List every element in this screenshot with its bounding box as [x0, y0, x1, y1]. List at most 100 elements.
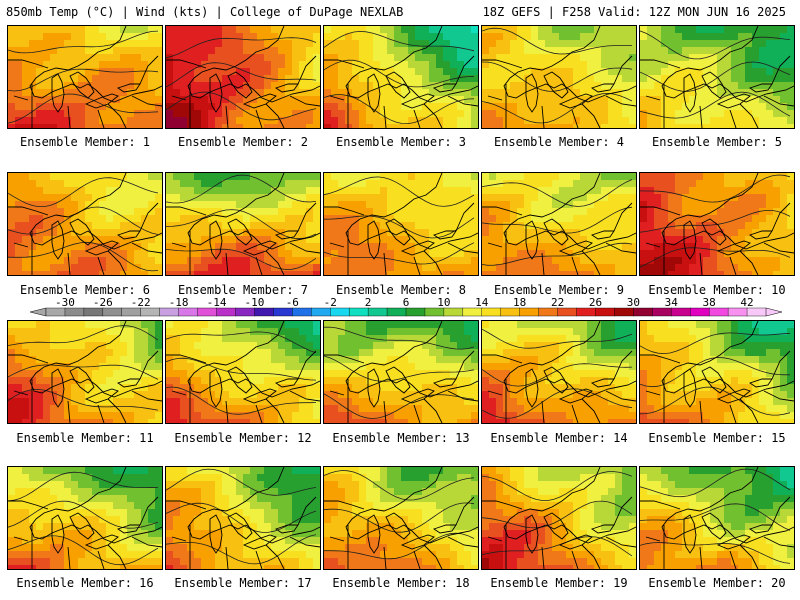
lake-michigan-outline — [367, 220, 381, 260]
colorbar-tick-label: -22 — [131, 296, 151, 309]
lake-michigan-outline — [683, 220, 697, 260]
state-border — [640, 59, 681, 69]
state-border — [139, 496, 159, 526]
temperature-field — [482, 26, 636, 128]
height-contour — [640, 332, 791, 355]
colorbar-swatch — [614, 307, 634, 317]
colorbar-swatch — [576, 307, 596, 317]
height-contour — [640, 468, 791, 498]
temperature-field — [324, 321, 478, 423]
state-border — [487, 536, 503, 542]
ensemble-member-label: Ensemble Member: 3 — [335, 135, 467, 149]
state-border — [571, 550, 579, 569]
colorbar-tick-label: 42 — [740, 296, 753, 309]
ensemble-member-label: Ensemble Member: 18 — [332, 576, 470, 590]
ensemble-member-map — [639, 25, 795, 129]
height-contour — [324, 470, 475, 501]
lake-ontario-outline — [432, 83, 457, 93]
lake-ontario-outline — [590, 83, 615, 93]
state-border — [455, 55, 475, 85]
lake-michigan-outline — [51, 73, 65, 113]
height-contour — [640, 30, 791, 60]
height-contour — [640, 503, 791, 531]
height-contour — [324, 355, 475, 382]
colorbar-swatch — [216, 307, 236, 317]
state-border — [67, 105, 71, 128]
colorbar-tick-label: -26 — [93, 296, 113, 309]
ensemble-member-map — [165, 320, 321, 424]
state-border — [171, 95, 187, 101]
colorbar-swatch — [652, 307, 672, 317]
lake-huron-outline — [385, 512, 411, 540]
state-border — [171, 242, 187, 248]
temperature-field — [166, 173, 320, 275]
state-border — [640, 354, 681, 364]
colorbar-swatch — [633, 307, 653, 317]
lake-ontario-outline — [116, 83, 141, 93]
state-border — [225, 546, 229, 569]
state-border — [139, 55, 159, 85]
temperature-field — [324, 173, 478, 275]
state-border — [541, 400, 545, 423]
state-border — [265, 103, 285, 128]
state-border — [739, 250, 759, 275]
lake-ontario-outline — [432, 230, 457, 240]
height-contour — [324, 94, 475, 125]
state-border — [699, 546, 703, 569]
lake-michigan-outline — [683, 73, 697, 113]
lake-erie-outline — [558, 93, 593, 109]
state-border — [413, 256, 421, 275]
state-border — [329, 390, 345, 396]
state-border — [640, 206, 681, 216]
colorbar-swatch — [708, 307, 729, 317]
height-contour — [640, 247, 791, 268]
ensemble-member-map — [639, 466, 795, 570]
state-border — [482, 500, 523, 510]
state-border — [8, 59, 49, 69]
state-border — [131, 390, 162, 402]
lake-erie-outline — [558, 534, 593, 550]
colorbar-tick-label: 6 — [403, 296, 410, 309]
temperature-field — [640, 26, 794, 128]
height-contour — [640, 174, 791, 203]
state-border — [97, 256, 105, 275]
lake-huron-outline — [543, 71, 569, 99]
colorbar-swatch — [443, 307, 464, 317]
colorbar-swatch — [690, 307, 710, 317]
state-border — [423, 250, 443, 275]
state-border — [225, 252, 229, 275]
lake-erie-outline — [84, 388, 119, 404]
temperature-field — [166, 26, 320, 128]
state-border — [107, 544, 127, 569]
great-lakes-coastline — [187, 26, 320, 103]
state-border — [699, 400, 703, 423]
state-border — [265, 250, 285, 275]
state-border — [613, 202, 633, 232]
lake-erie-outline — [242, 93, 277, 109]
lake-ontario-outline — [274, 378, 299, 388]
state-border — [763, 242, 794, 254]
state-border — [771, 55, 791, 85]
height-contour — [482, 92, 633, 124]
state-border — [255, 404, 263, 423]
height-contour — [166, 248, 317, 270]
lake-ontario-outline — [116, 378, 141, 388]
colorbar-tick-label: 10 — [437, 296, 450, 309]
height-contour — [8, 325, 159, 346]
state-border — [763, 390, 794, 402]
ensemble-member-map — [639, 320, 795, 424]
lake-michigan-outline — [525, 368, 539, 408]
state-border — [645, 536, 661, 542]
ensemble-member-map — [639, 172, 795, 276]
state-border — [739, 544, 759, 569]
state-border — [166, 59, 207, 69]
colorbar-tick-label: -30 — [55, 296, 75, 309]
state-border — [166, 500, 207, 510]
height-contour — [640, 210, 791, 233]
state-border — [8, 354, 49, 364]
lake-erie-outline — [558, 388, 593, 404]
height-contour — [166, 534, 317, 565]
state-border — [413, 550, 421, 569]
lake-ontario-outline — [748, 230, 773, 240]
state-border — [255, 550, 263, 569]
